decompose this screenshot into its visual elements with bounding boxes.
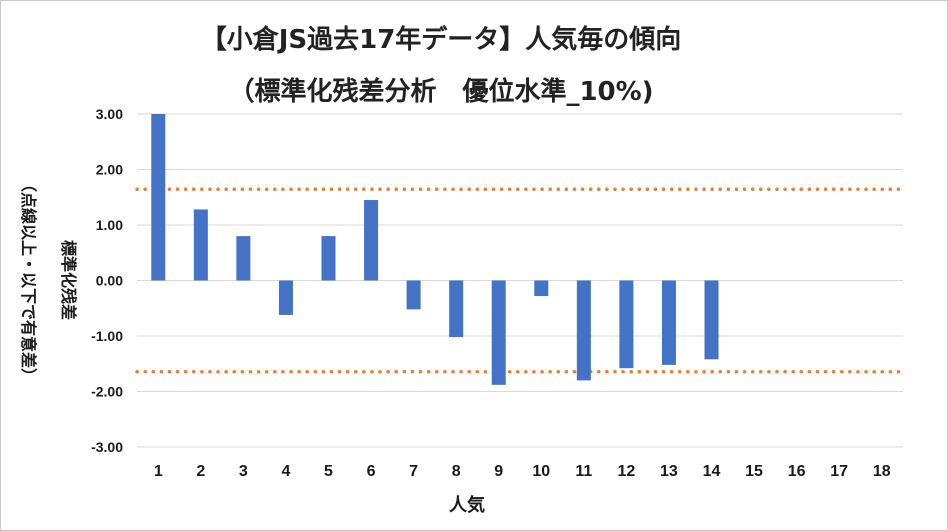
x-tick-label: 15 bbox=[745, 463, 763, 480]
x-tick-label: 6 bbox=[367, 463, 376, 480]
x-tick-labels: 1 2 3 4 5 6 7 8 9 10 11 12 13 14 15 16 17 18 bbox=[154, 463, 891, 480]
chart-subtitle: （標準化残差分析 優位水準_10%) bbox=[228, 77, 654, 107]
bar bbox=[151, 114, 166, 281]
chart-title: 【小倉JS過去17年データ】人気毎の傾向 bbox=[200, 25, 682, 55]
bar bbox=[193, 209, 208, 281]
bar bbox=[364, 200, 379, 281]
y-axis-note: （点線以上・以下で有意差） bbox=[19, 176, 38, 384]
bar bbox=[704, 280, 719, 360]
y-tick-label: -3.00 bbox=[91, 439, 123, 455]
x-tick-label: 1 bbox=[154, 463, 163, 480]
bar bbox=[321, 236, 336, 281]
x-tick-label: 11 bbox=[575, 463, 592, 480]
bar bbox=[491, 280, 506, 385]
bar bbox=[619, 280, 634, 369]
y-tick-label: 1.00 bbox=[96, 217, 123, 233]
x-tick-label: 12 bbox=[617, 463, 635, 480]
y-tick-label: -1.00 bbox=[91, 328, 123, 344]
x-tick-label: 4 bbox=[281, 463, 290, 480]
x-tick-label: 3 bbox=[239, 463, 248, 480]
x-tick-label: 13 bbox=[660, 463, 678, 480]
bar bbox=[534, 280, 549, 297]
x-tick-label: 17 bbox=[830, 463, 848, 480]
x-tick-label: 2 bbox=[196, 463, 205, 480]
y-tick-label: 0.00 bbox=[96, 273, 123, 289]
x-tick-label: 16 bbox=[788, 463, 806, 480]
bar bbox=[236, 236, 251, 281]
threshold-lines bbox=[135, 187, 905, 374]
x-tick-label: 8 bbox=[452, 463, 461, 480]
x-tick-label: 10 bbox=[532, 463, 550, 480]
x-tick-label: 18 bbox=[873, 463, 891, 480]
grid-lines bbox=[137, 113, 903, 448]
y-tick-label: 2.00 bbox=[96, 162, 123, 178]
bar bbox=[576, 280, 591, 381]
y-axis-title: 標準化残差 bbox=[59, 240, 78, 320]
y-tick-label: -2.00 bbox=[91, 384, 123, 400]
bars bbox=[151, 114, 719, 385]
x-tick-label: 5 bbox=[324, 463, 333, 480]
bar bbox=[278, 280, 293, 315]
y-tick-labels: 3.00 2.00 1.00 0.00 -1.00 -2.00 -3.00 bbox=[91, 106, 123, 455]
x-tick-label: 14 bbox=[703, 463, 721, 480]
x-axis-title: 人気 bbox=[449, 494, 485, 516]
bar bbox=[449, 280, 464, 338]
bar bbox=[661, 280, 676, 365]
x-tick-label: 9 bbox=[494, 463, 503, 480]
y-tick-label: 3.00 bbox=[96, 106, 123, 122]
x-tick-label: 7 bbox=[409, 463, 418, 480]
bar bbox=[406, 280, 421, 310]
